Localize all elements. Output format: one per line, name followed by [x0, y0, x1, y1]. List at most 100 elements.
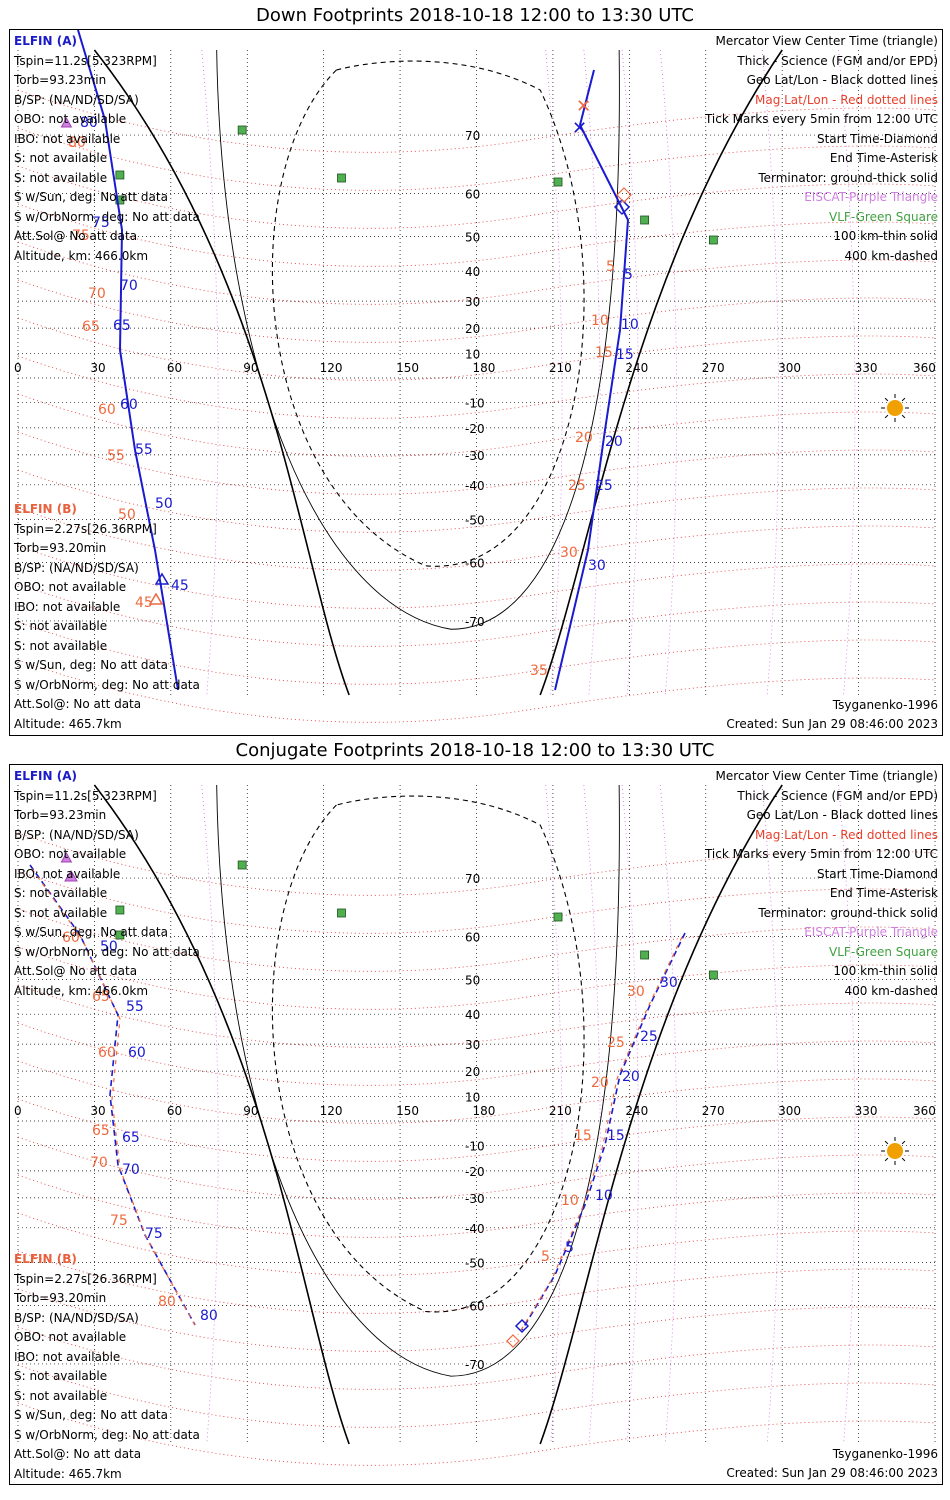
legend: Mercator View Center Time (triangle) Thic…	[705, 32, 938, 266]
center-triangle-b	[148, 592, 164, 605]
track-tick-label-a: 45	[171, 578, 189, 594]
sun-ray	[884, 414, 889, 419]
elfin-b-info: ELFIN (B) Tspin=2.27s[26.36RPM] Torb=93.20…	[14, 500, 200, 734]
mag-parallel	[17, 1288, 936, 1352]
end-asterisk-b: ✕	[576, 96, 591, 117]
info-line: B/SP: (NA/ND/SD/SA)	[14, 1310, 139, 1325]
mag-parallel	[17, 1250, 936, 1314]
elfin-b-conjugate-east	[517, 936, 683, 1336]
legend-item: EISCAT-Purple Triangle	[804, 925, 938, 939]
vlf-station-marker	[337, 173, 346, 183]
track-tick-label-b: 65	[92, 1123, 110, 1139]
lon-tick-label: 210	[549, 361, 572, 375]
lat-tick-label: 20	[465, 322, 480, 336]
elfin-a-track-east	[554, 69, 630, 691]
lon-tick-label: 90	[243, 1104, 258, 1118]
lat-tick-label: 50	[465, 974, 480, 988]
satellite-name: ELFIN (B)	[14, 1252, 77, 1266]
info-line: IBO: not available	[14, 131, 121, 146]
track-tick-label-a: 30	[660, 975, 678, 991]
info-line: OBO: not available	[14, 580, 127, 594]
info-line: S: not available	[14, 151, 108, 165]
lon-tick-label: 330	[855, 1104, 878, 1118]
info-line: Tspin=2.27s[26.36RPM]	[14, 521, 157, 536]
lon-tick-label: 180	[473, 361, 496, 375]
track-tick-label-a: 80	[80, 115, 98, 131]
lon-tick-label: 360	[913, 1104, 936, 1118]
mag-parallel	[17, 1326, 936, 1390]
start-diamond-a	[613, 198, 631, 216]
track-tick-label-a: 10	[595, 1188, 613, 1204]
elfin-a-track-west	[77, 30, 179, 691]
track-tick-label-a: 30	[588, 558, 606, 574]
lon-tick-label: 210	[549, 1104, 572, 1118]
lat-tick-label: -50	[465, 513, 485, 527]
info-line: Altitude, km: 466.0km	[14, 248, 149, 263]
lat-tick-label: 30	[465, 1038, 480, 1052]
legend-item: Tick Marks every 5min from 12:00 UTC	[704, 112, 938, 126]
track-tick-label-a: 75	[92, 215, 110, 231]
end-asterisk-a: ✕	[572, 118, 587, 139]
track-tick-label-b: 5	[606, 259, 615, 275]
lat-tick-label: -20	[465, 422, 485, 436]
panel-title-down: Down Footprints 2018-10-18 12:00 to 13:3…	[256, 5, 694, 26]
legend-item: Thick - Science (FGM and/or EPD)	[737, 53, 938, 68]
info-line: Att.Sol@ No att data	[14, 964, 138, 978]
info-line: Torb=93.20min	[14, 541, 107, 555]
mag-meridian	[201, 49, 219, 696]
track-tick-label-a: 75	[145, 1226, 163, 1242]
lon-tick-label: 60	[167, 1104, 182, 1118]
track-tick-label-a: 70	[122, 1162, 140, 1178]
center-triangle-a	[154, 572, 170, 585]
info-line: IBO: not available	[14, 866, 121, 881]
info-line: Altitude: 465.7km	[14, 716, 122, 731]
track-tick-label-b: 15	[574, 1128, 592, 1144]
mag-meridian	[659, 49, 678, 696]
legend-item: Mercator View Center Time (triangle)	[715, 769, 938, 783]
legend-item: Terminator: ground-thick solid	[758, 170, 938, 185]
lon-tick-label: 30	[90, 1104, 105, 1118]
lon-tick-label: 90	[243, 361, 258, 375]
mag-parallel	[17, 241, 936, 305]
mag-parallel	[17, 89, 936, 153]
sun-ray	[884, 397, 889, 402]
vlf-station-marker	[640, 950, 650, 960]
start-diamond-a	[514, 1318, 530, 1334]
lon-tick-label: 30	[90, 361, 105, 375]
info-line: S: not available	[14, 1369, 108, 1383]
track-tick-label-b: 15	[595, 345, 613, 361]
lon-tick-label: 150	[396, 361, 419, 375]
track-tick-label-b: 80	[158, 1294, 176, 1310]
mag-parallel	[17, 1402, 936, 1466]
track-tick-label-b: 25	[607, 1035, 625, 1051]
track-tick-label-b: 55	[107, 448, 125, 464]
vlf-station-marker	[115, 905, 125, 915]
elfin-a-info: ELFIN (A) Tspin=11.2s[5.323RPM] Torb=93.23…	[14, 32, 200, 266]
lat-tick-label: 30	[465, 295, 480, 309]
info-line: Torb=93.23min	[14, 808, 107, 822]
sun-ray	[884, 1157, 889, 1162]
lon-tick-label: 120	[320, 1104, 343, 1118]
lon-tick-label: 270	[702, 361, 725, 375]
track-tick-label-a: 55	[135, 442, 153, 458]
lon-tick-label: 240	[625, 361, 648, 375]
lon-tick-label: 270	[702, 1104, 725, 1118]
info-line: S: not available	[14, 619, 108, 633]
lat-tick-label: -60	[465, 556, 485, 570]
lat-tick-label: -70	[465, 1358, 485, 1372]
elfin-b-info: ELFIN (B) Tspin=2.27s[26.36RPM] Torb=93.20…	[14, 1250, 200, 1484]
vlf-station-marker	[708, 235, 718, 245]
footer-created: Created: Sun Jan 29 08:46:00 2023	[726, 1466, 938, 1480]
sun-ray	[884, 1140, 889, 1145]
mag-parallel	[17, 317, 936, 381]
info-line: S w/OrbNorm, deg: No att data	[14, 209, 200, 224]
mag-parallel	[17, 507, 936, 571]
legend-item: VLF-Green Square	[829, 944, 938, 959]
legend-item: Start Time-Diamond	[816, 866, 938, 881]
legend-item: Tick Marks every 5min from 12:00 UTC	[704, 847, 938, 861]
track-tick-label-b: 30	[627, 984, 645, 1000]
track-tick-label-a: 70	[120, 278, 138, 294]
terminator-400km	[271, 60, 585, 567]
eiscat-marker	[60, 851, 73, 863]
track-tick-label-b: 70	[88, 286, 106, 302]
